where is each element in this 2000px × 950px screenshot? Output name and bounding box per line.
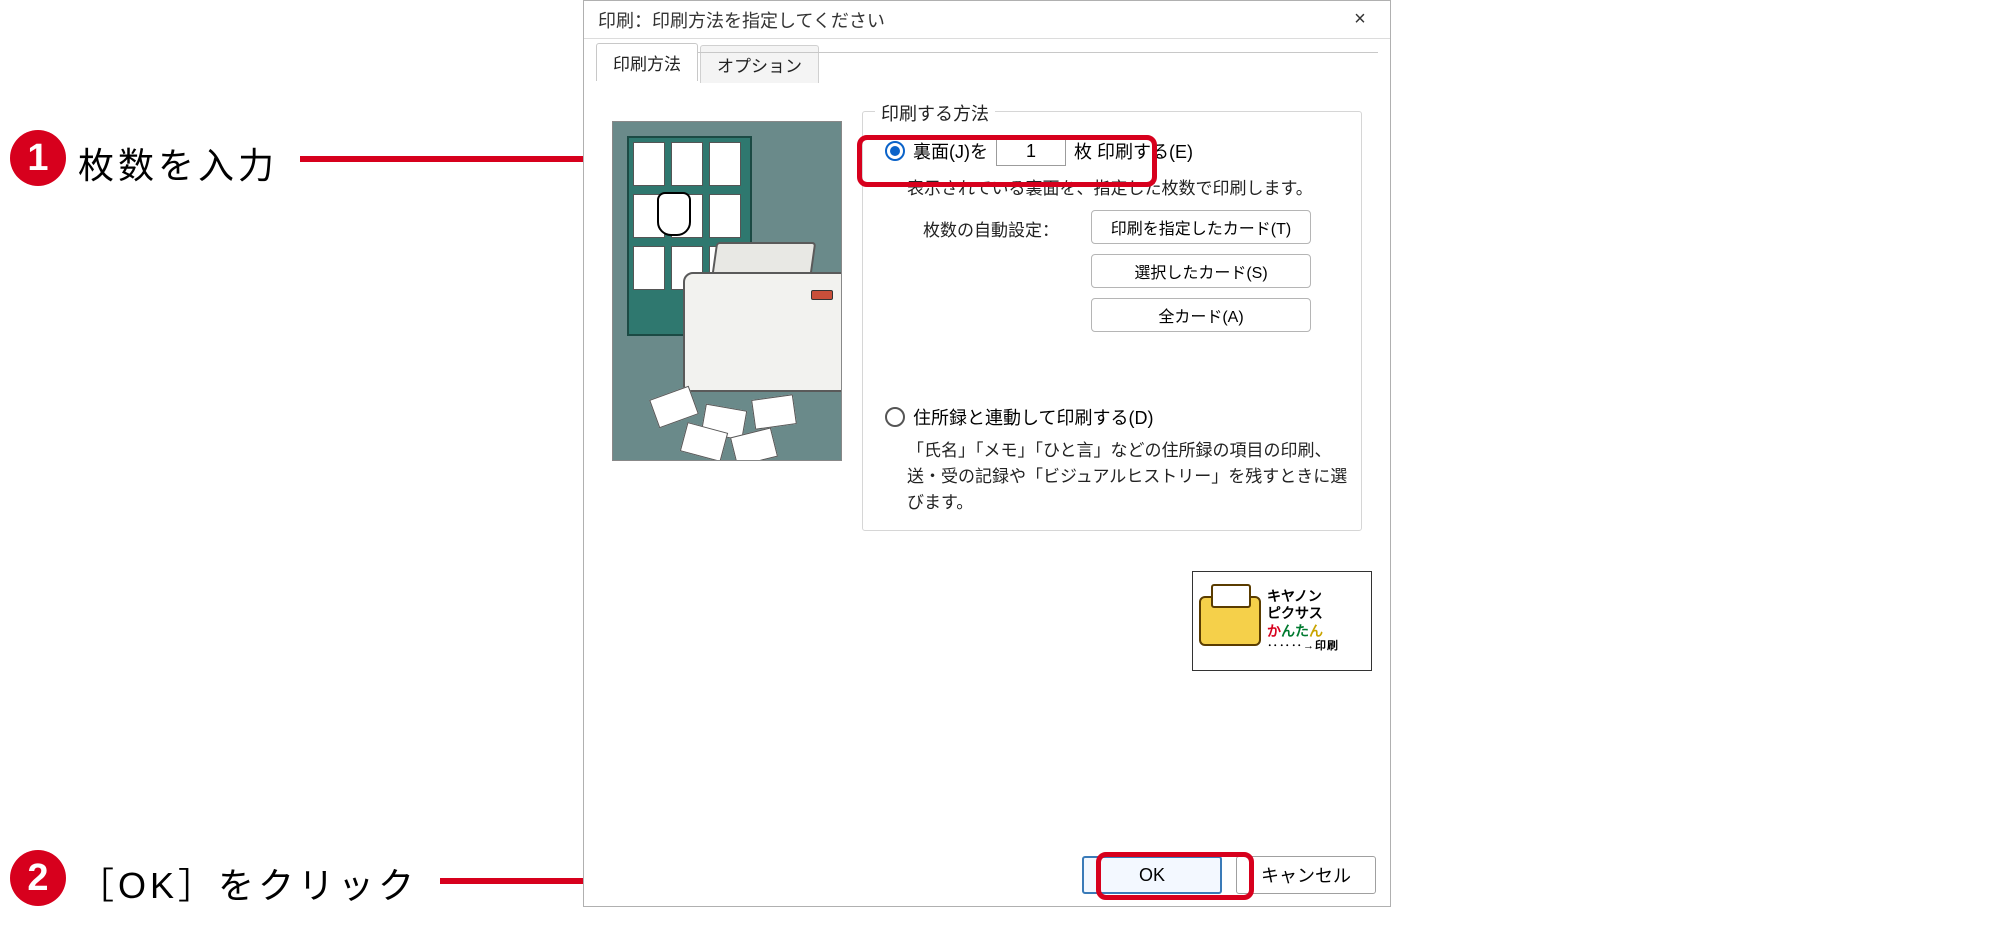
btn-selected-cards[interactable]: 選択したカード(S): [1091, 254, 1311, 288]
callout-badge-2: 2: [10, 850, 66, 906]
logo-line1: キヤノン: [1267, 588, 1339, 606]
cancel-button[interactable]: キャンセル: [1236, 856, 1376, 894]
auto-set-label: 枚数の自動設定：: [923, 218, 1059, 244]
callout-number-1: 1: [27, 139, 48, 177]
print-dialog: 印刷：印刷方法を指定してください × 印刷方法 オプション: [583, 0, 1391, 907]
titlebar: 印刷：印刷方法を指定してください ×: [584, 1, 1390, 39]
radio-copies-post: 枚 印刷する(E): [1074, 138, 1193, 164]
radio-addressbook-row[interactable]: 住所録と連動して印刷する(D): [877, 400, 1161, 434]
logo-text: キヤノン ピクサス かんたん ‥‥‥→印刷: [1267, 588, 1339, 654]
radio-copies-row[interactable]: 裏面(J)を 1 枚 印刷する(E): [877, 132, 1201, 170]
radio-addressbook[interactable]: [885, 407, 905, 427]
tabbar: 印刷方法 オプション: [584, 39, 1390, 81]
logo-line2: ピクサス: [1267, 605, 1339, 623]
copies-value: 1: [1026, 141, 1036, 162]
dialog-button-bar: OK キャンセル: [1082, 856, 1376, 894]
logo-printer-icon: [1199, 596, 1261, 646]
close-icon: ×: [1354, 8, 1366, 31]
tab-print-method-label: 印刷方法: [613, 55, 681, 74]
btn-specified-cards-label: 印刷を指定したカード(T): [1111, 215, 1291, 239]
callout-badge-1: 1: [10, 130, 66, 186]
printer-illustration: [612, 121, 842, 461]
btn-all-cards-label: 全カード(A): [1158, 303, 1243, 327]
ok-button-label: OK: [1139, 865, 1165, 886]
radio-copies-pre: 裏面(J)を: [913, 138, 988, 164]
logo-line3-a: か: [1267, 623, 1281, 639]
radio-addressbook-desc-2: 送・受の記録や「ビジュアルヒストリー」を残すときに選びます。: [907, 464, 1361, 515]
ok-button[interactable]: OK: [1082, 856, 1222, 894]
canon-pixus-logo: キヤノン ピクサス かんたん ‥‥‥→印刷: [1192, 571, 1372, 671]
dialog-title: 印刷：印刷方法を指定してください: [598, 7, 1338, 33]
btn-selected-cards-label: 選択したカード(S): [1134, 259, 1267, 283]
copies-input[interactable]: 1: [996, 136, 1066, 166]
close-button[interactable]: ×: [1338, 5, 1382, 35]
radio-addressbook-label: 住所録と連動して印刷する(D): [913, 404, 1153, 430]
callout-text-1: 枚数を入力: [78, 137, 278, 189]
btn-specified-cards[interactable]: 印刷を指定したカード(T): [1091, 210, 1311, 244]
dialog-content: 印刷する方法 裏面(J)を 1 枚 印刷する(E) 表示されている裏面を、指定し…: [584, 81, 1390, 131]
group-title: 印刷する方法: [875, 100, 995, 126]
tab-divider: [596, 52, 1378, 53]
logo-line3-c: ん: [1309, 623, 1323, 639]
print-method-group: 印刷する方法 裏面(J)を 1 枚 印刷する(E) 表示されている裏面を、指定し…: [862, 111, 1362, 531]
tab-options[interactable]: オプション: [700, 45, 819, 83]
radio-copies[interactable]: [885, 141, 905, 161]
radio-copies-desc: 表示されている裏面を、指定した枚数で印刷します。: [907, 176, 1313, 202]
btn-all-cards[interactable]: 全カード(A): [1091, 298, 1311, 332]
radio-addressbook-desc-1: 「氏名」「メモ」「ひと言」などの住所録の項目の印刷、: [907, 438, 1332, 464]
tab-print-method[interactable]: 印刷方法: [596, 43, 698, 81]
logo-line4: ‥‥‥→印刷: [1267, 640, 1339, 654]
logo-line3-b: んた: [1281, 623, 1309, 639]
callout-text-2: ［OK］をクリック: [78, 857, 418, 909]
callout-number-2: 2: [27, 859, 48, 897]
cancel-button-label: キャンセル: [1261, 862, 1351, 888]
tab-options-label: オプション: [717, 57, 802, 76]
